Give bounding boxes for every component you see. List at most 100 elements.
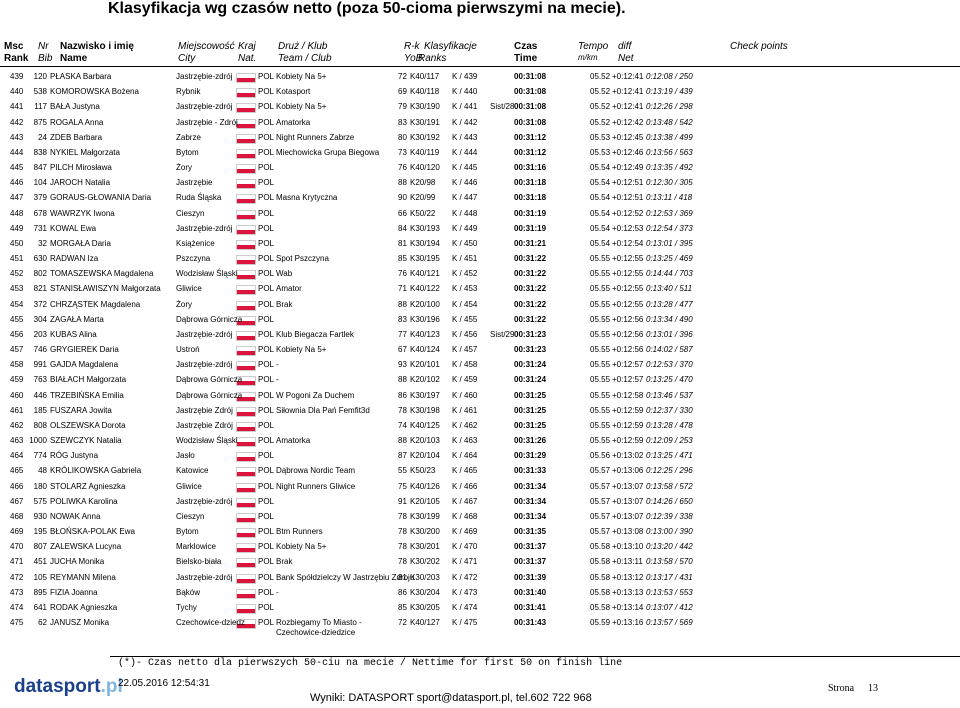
rk-cell: K40/118 <box>410 87 440 97</box>
flag <box>236 603 256 614</box>
nat-cell: POL <box>258 572 275 582</box>
klas-cell: K / 447 <box>452 193 478 203</box>
nat-cell: POL <box>258 481 275 491</box>
net-cell: 0:12:39 / 338 <box>646 511 693 521</box>
flag <box>236 528 256 539</box>
klas-cell: K / 470 <box>452 542 478 552</box>
table-row: 457 746 GRYGIEREK Daria Ustroń POL Kobiety Na… <box>0 345 960 360</box>
msc-cell: 449 <box>10 223 24 233</box>
tempo-cell: 05.57 <box>590 511 611 521</box>
net-cell: 0:12:08 / 250 <box>646 72 693 81</box>
table-row: 446 104 JAROCH Natalia Jastrzębie POL 88 K20/9… <box>0 178 960 193</box>
club-cell: - <box>276 587 279 597</box>
flag <box>236 73 256 83</box>
net-cell: 0:12:09 / 253 <box>646 436 693 446</box>
nat-cell: POL <box>258 329 275 339</box>
diff-cell: +0:12:57 <box>612 360 644 370</box>
klas-cell: K / 464 <box>452 451 478 461</box>
klas-cell: K / 450 <box>452 238 478 248</box>
column-header: Nr <box>38 41 49 52</box>
table-row: 450 32 MORGAŁA Daria Książenice POL 81 K30/194… <box>0 239 960 254</box>
diff-cell: +0:12:55 <box>612 299 644 309</box>
nr-cell: 875 <box>33 117 47 127</box>
yob-cell: 86 <box>398 390 407 400</box>
diff-cell: +0:12:41 <box>612 87 644 97</box>
rk-cell: K20/101 <box>410 360 440 370</box>
net-cell: 0:13:01 / 396 <box>646 329 693 339</box>
footnote: (*)- Czas netto dla pierwszych 50-ciu na… <box>118 658 623 669</box>
diff-cell: +0:12:42 <box>612 117 644 127</box>
name-cell: TRZEBIŃSKA Emilia <box>50 390 124 400</box>
msc-cell: 443 <box>10 132 24 142</box>
table-row: 465 48 KRÓLIKOWSKA Gabriela Katowice POL Dąbr… <box>0 466 960 481</box>
tempo-cell: 05.55 <box>590 436 611 446</box>
nr-cell: 372 <box>33 299 47 309</box>
net-cell: 0:12:53 / 370 <box>646 360 693 370</box>
table-row: 449 731 KOWAL Ewa Jastrzębie-zdrój POL 84 K30/… <box>0 224 960 239</box>
nr-cell: 774 <box>33 451 47 461</box>
table-row: 462 808 OLSZEWSKA Dorota Jastrzębie Zdrój PO… <box>0 421 960 436</box>
club-cell: Brak <box>276 299 293 309</box>
tempo-cell: 05.54 <box>590 208 611 218</box>
tempo-cell: 05.54 <box>590 193 611 203</box>
name-cell: STANISŁAWISZYN Małgorzata <box>50 284 161 294</box>
tempo-cell: 05.55 <box>590 360 611 370</box>
diff-cell: +0:12:46 <box>612 147 644 157</box>
name-cell: RÓG Justyna <box>50 451 99 461</box>
czas-cell: 00:31:25 <box>514 390 547 400</box>
msc-cell: 447 <box>10 193 24 203</box>
table-row: 441 117 BAŁA Justyna Jastrzębie-zdrój POL Kob… <box>0 102 960 117</box>
table-row: 475 62 JANUSZ Monika Czechowice-dziedz POL Ro… <box>0 618 960 637</box>
flag <box>236 239 256 250</box>
yob-cell: 78 <box>398 405 407 415</box>
msc-cell: 448 <box>10 208 24 218</box>
czas-cell: 00:31:18 <box>514 193 547 203</box>
net-cell: 0:12:53 / 369 <box>646 208 693 218</box>
table-row: 467 575 POLIWKA Karolina Jastrzębie-zdrój PO… <box>0 497 960 512</box>
yob-cell: 85 <box>398 602 407 612</box>
name-cell: SZEWCZYK Natalia <box>50 436 122 446</box>
name-cell: OLSZEWSKA Dorota <box>50 420 126 430</box>
rk-cell: K30/193 <box>410 223 440 233</box>
net-cell: 0:13:34 / 490 <box>646 314 693 324</box>
czas-cell: 00:31:25 <box>514 420 547 430</box>
klas-cell: K / 474 <box>452 602 478 612</box>
rk-cell: K30/204 <box>410 587 440 597</box>
czas-cell: 00:31:33 <box>514 466 547 476</box>
net-cell: 0:13:38 / 499 <box>646 132 693 142</box>
table-row: 453 821 STANISŁAWISZYN Małgorzata Gliwice PO… <box>0 284 960 299</box>
nr-cell: 930 <box>33 511 47 521</box>
tempo-cell: 05.52 <box>590 87 611 97</box>
rk-cell: K30/196 <box>410 314 440 324</box>
klas-cell: K / 448 <box>452 208 478 218</box>
diff-cell: +0:12:45 <box>612 132 644 142</box>
flag <box>236 346 256 357</box>
diff-cell: +0:12:57 <box>612 375 644 385</box>
table-row: 459 763 BIAŁACH Małgorzata Dąbrowa Górnicza… <box>0 375 960 390</box>
msc-cell: 439 <box>10 72 24 81</box>
name-cell: KOWAL Ewa <box>50 223 97 233</box>
diff-cell: +0:12:53 <box>612 223 644 233</box>
flag <box>236 406 256 417</box>
flag <box>236 619 256 630</box>
column-header: Tempo <box>578 41 609 52</box>
czas-cell: 00:31:37 <box>514 542 547 552</box>
diff-cell: +0:12:49 <box>612 163 644 173</box>
czas-cell: 00:31:25 <box>514 405 547 415</box>
net-cell: 0:13:17 / 431 <box>646 572 693 582</box>
nat-cell: POL <box>258 269 275 279</box>
nr-cell: 379 <box>33 193 47 203</box>
table-row: 440 538 KOMOROWSKA Bożena Rybnik POL Kotaspor… <box>0 87 960 102</box>
nat-cell: POL <box>258 618 275 628</box>
flag <box>236 376 256 387</box>
yob-cell: 83 <box>398 314 407 324</box>
msc-cell: 454 <box>10 299 24 309</box>
nat-cell: POL <box>258 360 275 370</box>
nr-cell: 802 <box>33 269 47 279</box>
tempo-cell: 05.53 <box>590 132 611 142</box>
table-row: 448 678 WAWRZYK Iwona Cieszyn POL 66 K50/22 K /… <box>0 209 960 224</box>
flag <box>236 497 256 508</box>
msc-cell: 466 <box>10 481 24 491</box>
club-cell: - <box>276 360 279 370</box>
city-cell: Wodzisław Śląski <box>176 269 238 279</box>
